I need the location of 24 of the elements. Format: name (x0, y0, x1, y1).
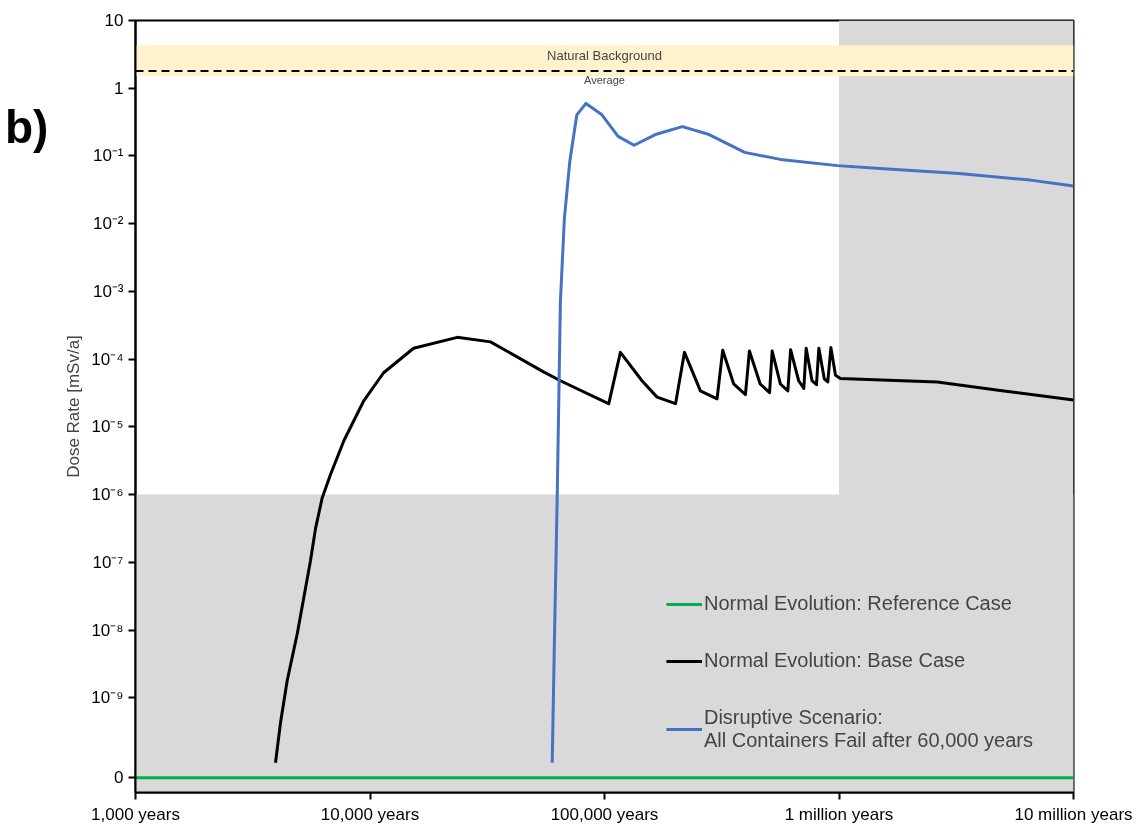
x-tick-label: 1,000 years (91, 804, 180, 824)
y-tick-label: 10⁻⁵ (91, 417, 124, 437)
x-tick-label: 10 million years (1014, 804, 1133, 824)
y-tick-label: 10⁻⁸ (91, 620, 124, 640)
y-tick-label: 10⁻¹ (92, 146, 124, 166)
y-tick-label: 10 (104, 11, 124, 30)
y-tick-label: 10⁻³ (92, 281, 124, 301)
text: b) (5, 100, 49, 155)
y-tick-label: 10⁻² (92, 214, 124, 234)
x-tick-label: 100,000 years (550, 804, 659, 824)
y-tick-label: 10⁻⁷ (92, 552, 124, 572)
y-tick-label: 10⁻⁶ (91, 485, 124, 505)
y-tick-label: 0 (114, 768, 124, 788)
x-tick-label: 1 million years (784, 804, 894, 824)
y-tick-label: 1 (114, 78, 124, 98)
x-tick-label: 10,000 years (320, 804, 420, 824)
legend-label: Normal Evolution: Base Case (703, 649, 966, 672)
y-tick-label: 10⁻⁴ (91, 349, 124, 369)
legend-label: Normal Evolution: Reference Case (703, 592, 1012, 615)
legend-label: Disruptive Scenario: All Containers Fail after 60,000 years (703, 706, 1033, 752)
band-label: Natural Background (547, 48, 662, 64)
y-axis-title: Dose Rate [mSv/a] (64, 335, 84, 478)
ref-line-label: Average (584, 73, 625, 86)
y-tick-label: 10⁻⁹ (91, 688, 124, 708)
